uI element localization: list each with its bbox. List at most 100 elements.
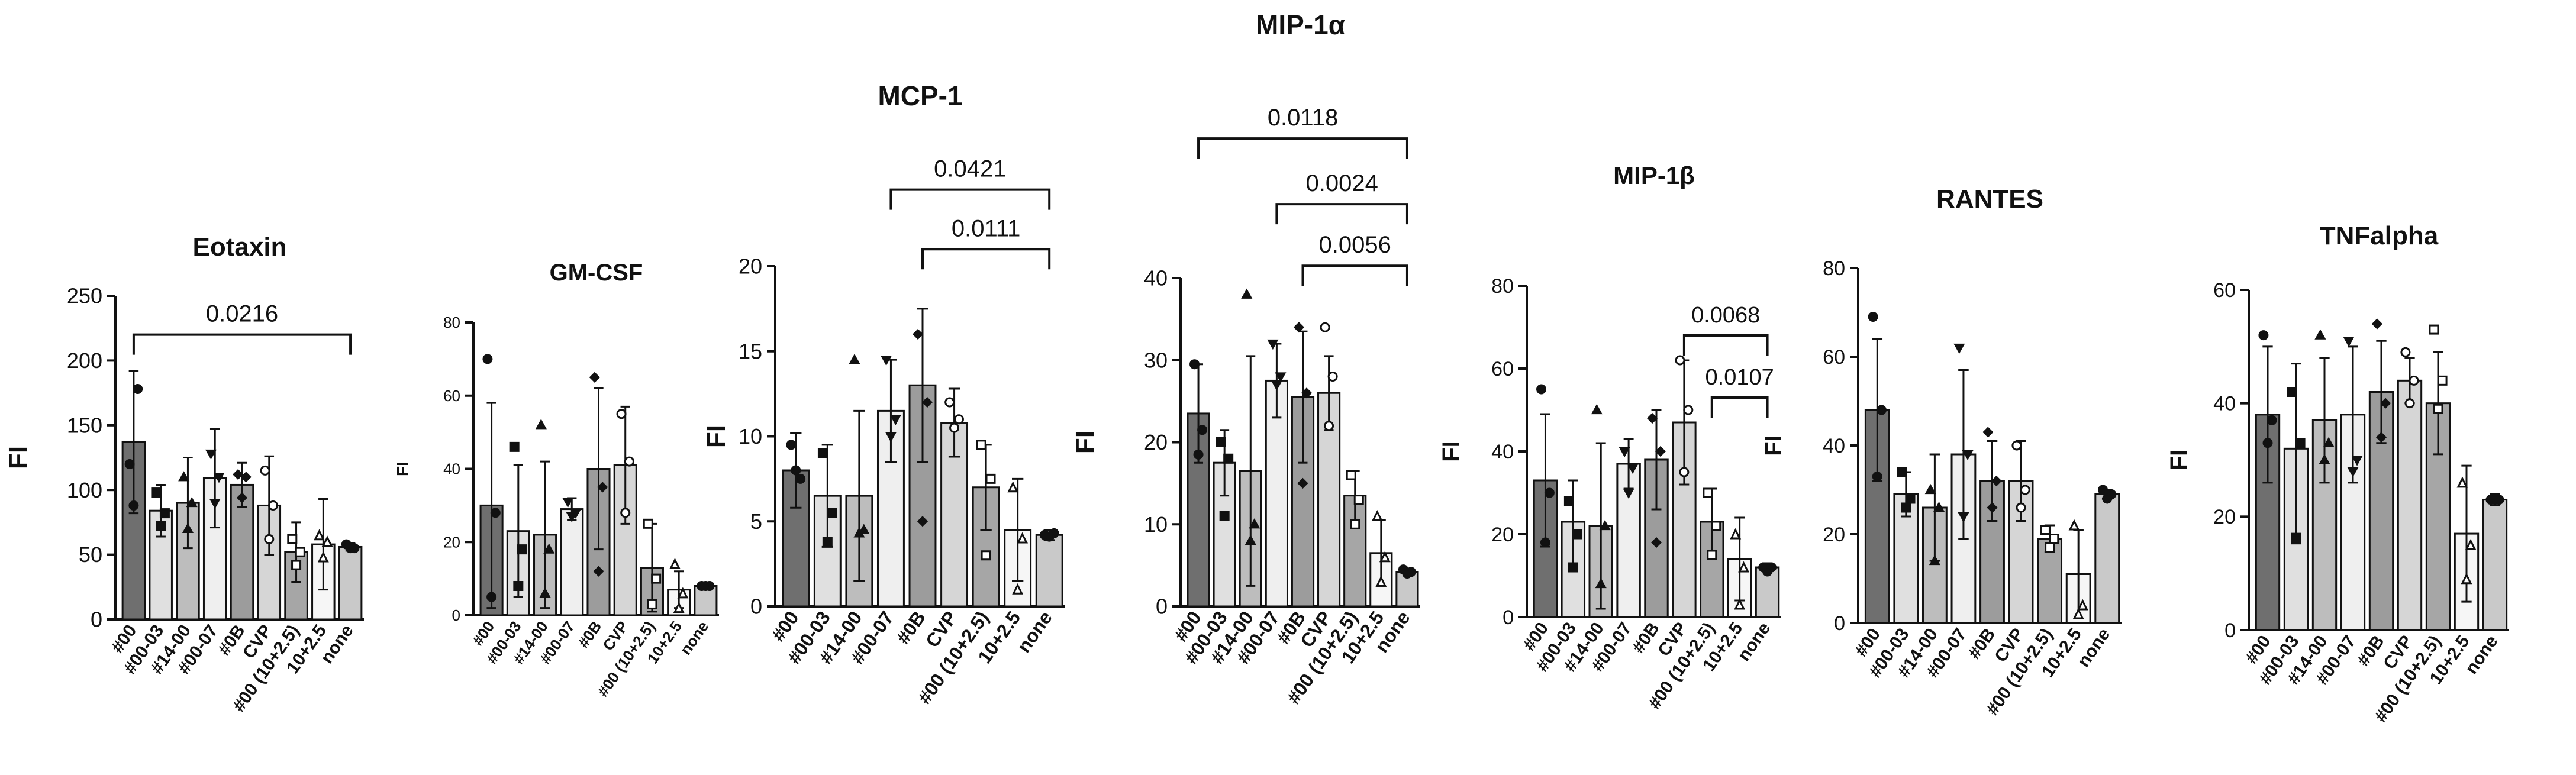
p-value-label: 0.0118 (1268, 105, 1338, 131)
y-tick-label: 40 (1823, 435, 1845, 457)
bar-none (2482, 499, 2508, 631)
bar-none (2094, 493, 2120, 624)
data-point (2077, 599, 2088, 611)
data-point (917, 516, 928, 527)
y-tick-label: 100 (67, 478, 102, 502)
data-point (1599, 519, 1611, 531)
y-tick-label: 150 (67, 413, 102, 437)
data-point (1353, 495, 1364, 505)
y-axis-label: FI (4, 446, 33, 469)
data-point (849, 354, 860, 364)
p-value-label: 0.0068 (1691, 303, 1760, 328)
y-tick-label: 10 (1144, 512, 1168, 537)
significance-bracket (132, 333, 352, 355)
data-point (1679, 467, 1690, 477)
data-point (2045, 542, 2055, 553)
data-point (291, 560, 302, 570)
data-point (124, 458, 135, 469)
y-tick-label: 20 (1823, 524, 1845, 546)
significance-bracket (889, 188, 1051, 210)
data-point (651, 573, 662, 584)
y-axis-label: FI (2166, 450, 2192, 471)
data-point (1675, 355, 1685, 366)
data-point (1953, 343, 1965, 354)
data-point (2040, 525, 2051, 535)
data-point (1987, 502, 1998, 514)
p-value-label: 0.0024 (1305, 170, 1378, 196)
data-point (2437, 375, 2448, 386)
data-point (295, 547, 305, 557)
data-point (321, 535, 333, 547)
y-tick-label: 0 (452, 606, 460, 624)
p-value-label: 0.0107 (1705, 365, 1774, 390)
data-point (2490, 495, 2500, 505)
data-point (1563, 496, 1574, 506)
data-point (1572, 529, 1582, 540)
data-point (2102, 493, 2113, 504)
data-point (1568, 562, 1578, 573)
data-point (1327, 372, 1338, 382)
x-tick-label: none (676, 618, 712, 658)
p-value-label: 0.0111 (952, 215, 1020, 241)
data-point (858, 524, 870, 534)
data-point (1350, 519, 1360, 529)
data-point (1897, 467, 1907, 477)
y-tick-label: 200 (67, 348, 102, 373)
p-value-label: 0.0056 (1319, 232, 1391, 258)
data-point (345, 543, 356, 554)
data-point (1868, 312, 1878, 322)
data-point (1245, 534, 1256, 545)
y-tick-label: 50 (79, 542, 102, 567)
data-point (1901, 502, 1911, 513)
y-tick-label: 0 (91, 608, 102, 632)
data-point (1216, 437, 1226, 447)
data-point (2433, 403, 2443, 414)
data-point (1730, 528, 1742, 540)
y-tick-label: 15 (739, 339, 762, 363)
data-point (1297, 477, 1308, 489)
data-point (1958, 512, 1969, 523)
data-point (1540, 537, 1550, 548)
data-point (1267, 339, 1279, 350)
data-point (535, 419, 547, 430)
data-point (1707, 550, 1717, 560)
data-point (1627, 463, 1639, 474)
significance-bracket (1682, 334, 1769, 356)
data-point (944, 397, 955, 408)
significance-bracket (1197, 137, 1408, 159)
data-point (268, 500, 279, 511)
data-point (1346, 470, 1356, 480)
data-point (1219, 511, 1230, 521)
data-point (2465, 538, 2477, 550)
data-point (822, 537, 833, 547)
data-point (159, 508, 170, 519)
data-point (236, 492, 248, 503)
data-point (1301, 388, 1313, 399)
data-point (853, 527, 865, 538)
data-point (178, 471, 190, 482)
y-tick-label: 60 (1491, 358, 1514, 380)
data-point (1379, 551, 1391, 563)
y-tick-label: 40 (443, 460, 460, 478)
data-point (647, 599, 657, 609)
data-point (981, 550, 991, 561)
data-point (260, 465, 270, 476)
data-point (2049, 534, 2059, 544)
x-tick-label: #0B (892, 607, 930, 648)
data-point (1924, 483, 1936, 495)
data-point (1189, 359, 1200, 370)
data-point (593, 566, 604, 577)
chart-title: MIP-1α (1256, 9, 1345, 40)
data-point (209, 498, 221, 509)
data-point (880, 356, 892, 366)
y-tick-label: 20 (443, 533, 460, 551)
panel-rantes: RANTESFI020406080#00#00-03#14-00#00-07#0… (1761, 185, 2122, 719)
data-point (1402, 569, 1413, 579)
data-point (1293, 322, 1305, 333)
x-tick-label: none (1013, 607, 1056, 656)
panel-tnfalpha: TNFalphaFI0204060#00#00-03#14-00#00-07#0… (2166, 221, 2509, 726)
data-point (509, 441, 520, 452)
y-axis-label: FI (1438, 441, 1464, 462)
data-point (1933, 501, 1945, 512)
data-point (2291, 534, 2301, 545)
